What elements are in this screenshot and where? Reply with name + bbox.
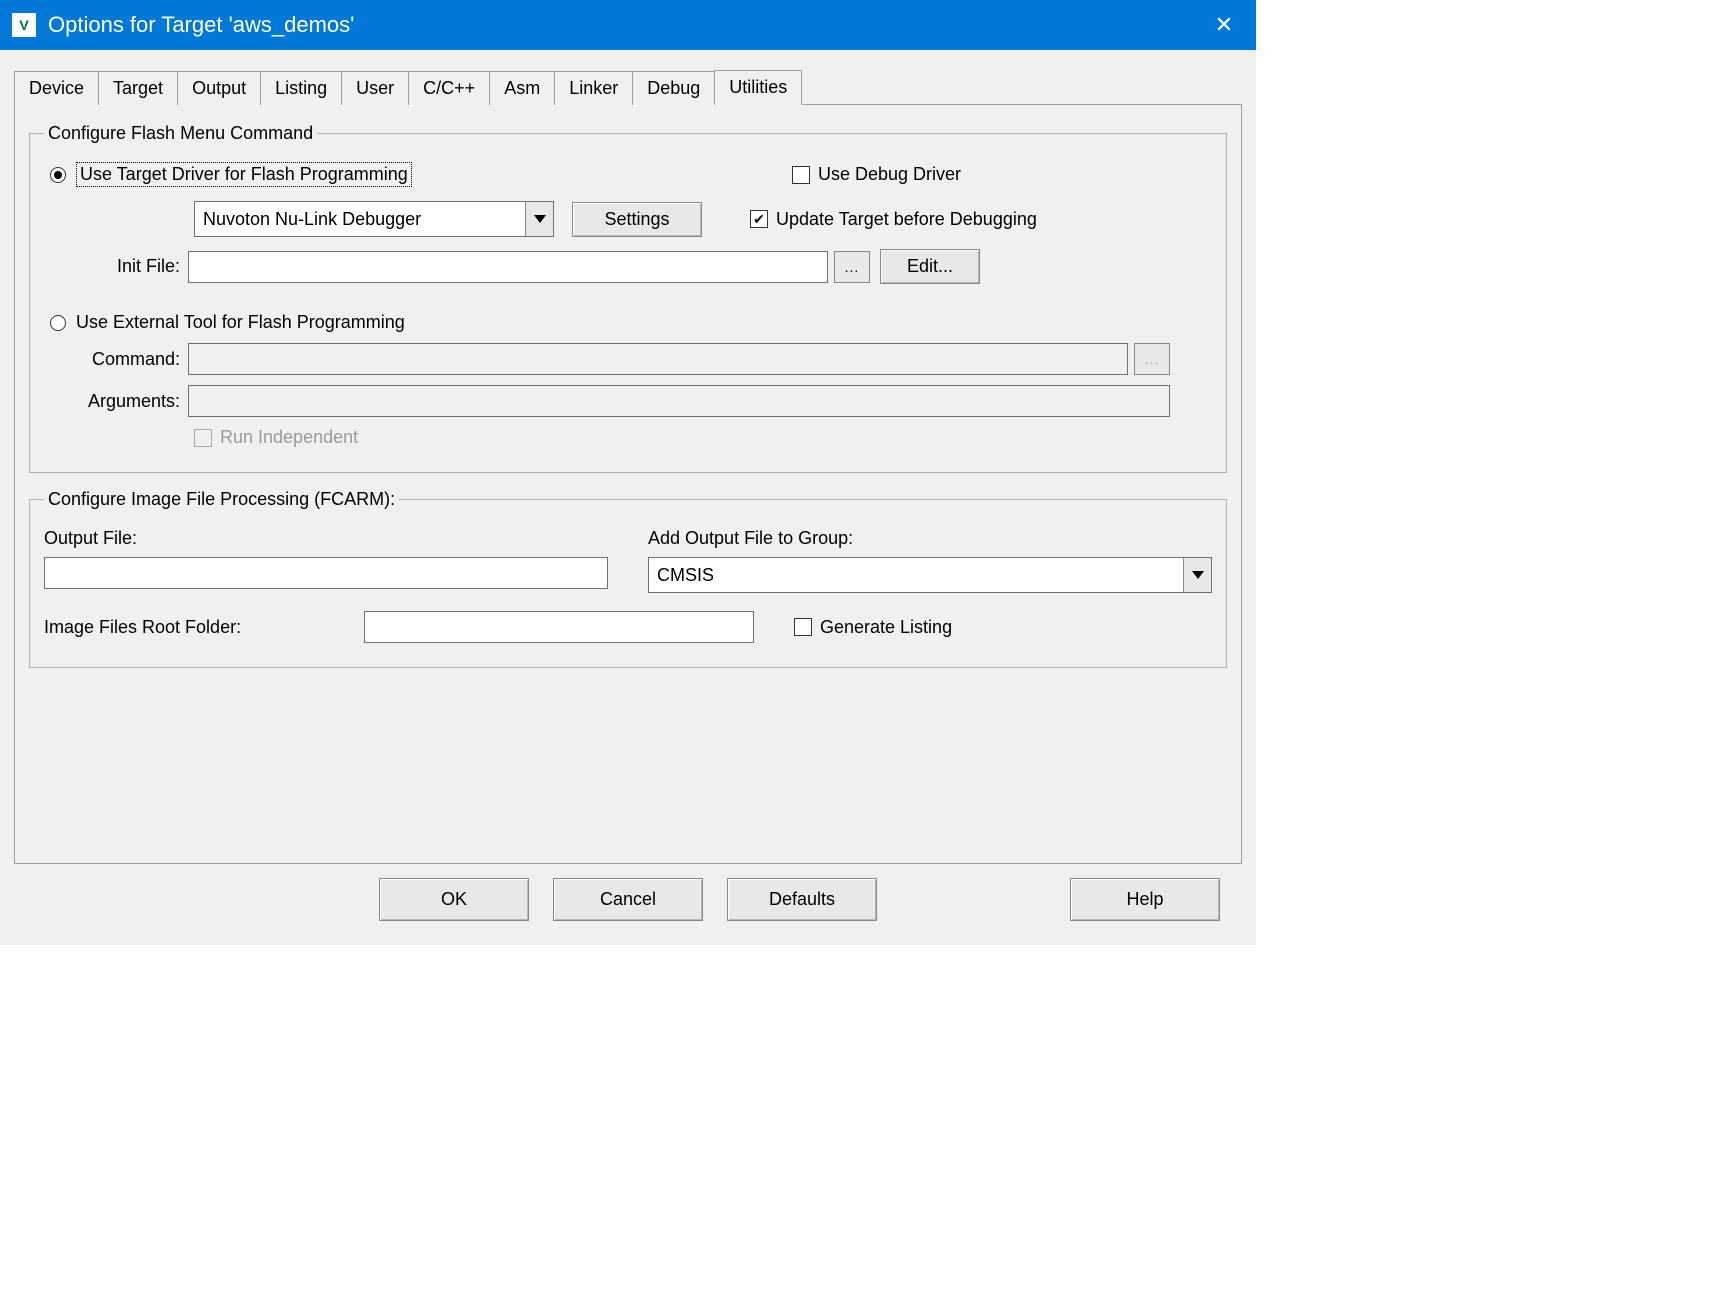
close-icon: ✕: [1215, 12, 1233, 38]
button-bar: OK Cancel Defaults Help: [14, 864, 1242, 937]
output-file-input[interactable]: [44, 557, 608, 589]
arguments-label: Arguments:: [44, 391, 188, 412]
radio-use-external-tool[interactable]: [50, 315, 66, 331]
init-file-edit-button[interactable]: Edit...: [880, 249, 980, 284]
tab-debug[interactable]: Debug: [632, 71, 715, 105]
group-fcarm: Configure Image File Processing (FCARM):…: [29, 489, 1227, 668]
tab-device[interactable]: Device: [14, 71, 99, 105]
chevron-down-icon: [525, 202, 553, 236]
tab-target[interactable]: Target: [98, 71, 178, 105]
app-icon: V: [12, 13, 36, 37]
init-file-label: Init File:: [44, 256, 188, 277]
command-input: [188, 343, 1128, 375]
arguments-input: [188, 385, 1170, 417]
titlebar: V Options for Target 'aws_demos' ✕: [0, 0, 1256, 50]
radio-use-target-driver-label: Use Target Driver for Flash Programming: [76, 162, 412, 187]
ok-button[interactable]: OK: [379, 878, 529, 921]
defaults-button[interactable]: Defaults: [727, 878, 877, 921]
add-output-group-label: Add Output File to Group:: [648, 528, 1212, 549]
tab-listing[interactable]: Listing: [260, 71, 342, 105]
checkbox-update-target-label: Update Target before Debugging: [776, 209, 1037, 230]
client-area: Device Target Output Listing User C/C++ …: [0, 50, 1256, 945]
init-file-browse-button[interactable]: ...: [834, 251, 870, 283]
window-title: Options for Target 'aws_demos': [48, 12, 354, 38]
tab-utilities[interactable]: Utilities: [714, 70, 802, 105]
driver-combo-value: Nuvoton Nu-Link Debugger: [195, 205, 525, 234]
output-file-label: Output File:: [44, 528, 608, 549]
init-file-input[interactable]: [188, 251, 828, 283]
help-button[interactable]: Help: [1070, 878, 1220, 921]
add-output-group-combo[interactable]: CMSIS: [648, 557, 1212, 593]
checkbox-generate-listing[interactable]: [794, 618, 812, 636]
cancel-button[interactable]: Cancel: [553, 878, 703, 921]
checkbox-update-target[interactable]: [750, 210, 768, 228]
tab-c-cpp[interactable]: C/C++: [408, 71, 490, 105]
tab-asm[interactable]: Asm: [489, 71, 555, 105]
tab-output[interactable]: Output: [177, 71, 261, 105]
tab-user[interactable]: User: [341, 71, 409, 105]
radio-use-target-driver[interactable]: [50, 167, 66, 183]
group-fcarm-title: Configure Image File Processing (FCARM):: [44, 489, 399, 510]
image-root-input[interactable]: [364, 611, 754, 643]
settings-button[interactable]: Settings: [572, 202, 702, 237]
checkbox-run-independent: [194, 429, 212, 447]
checkbox-run-independent-label: Run Independent: [220, 427, 358, 448]
tabstrip: Device Target Output Listing User C/C++ …: [14, 66, 1242, 104]
group-flash-command: Configure Flash Menu Command Use Target …: [29, 123, 1227, 473]
command-browse-button: ...: [1134, 343, 1170, 375]
tab-linker[interactable]: Linker: [554, 71, 633, 105]
add-output-group-value: CMSIS: [649, 561, 1183, 590]
close-button[interactable]: ✕: [1204, 5, 1244, 45]
dialog-window: V Options for Target 'aws_demos' ✕ Devic…: [0, 0, 1256, 945]
radio-use-external-tool-label: Use External Tool for Flash Programming: [76, 312, 405, 333]
tab-panel-utilities: Configure Flash Menu Command Use Target …: [14, 104, 1242, 864]
command-label: Command:: [44, 349, 188, 370]
image-root-label: Image Files Root Folder:: [44, 617, 344, 638]
checkbox-use-debug-driver[interactable]: [792, 166, 810, 184]
group-flash-title: Configure Flash Menu Command: [44, 123, 317, 144]
chevron-down-icon: [1183, 558, 1211, 592]
checkbox-generate-listing-label: Generate Listing: [820, 617, 952, 638]
checkbox-use-debug-driver-label: Use Debug Driver: [818, 164, 961, 185]
driver-combo[interactable]: Nuvoton Nu-Link Debugger: [194, 201, 554, 237]
